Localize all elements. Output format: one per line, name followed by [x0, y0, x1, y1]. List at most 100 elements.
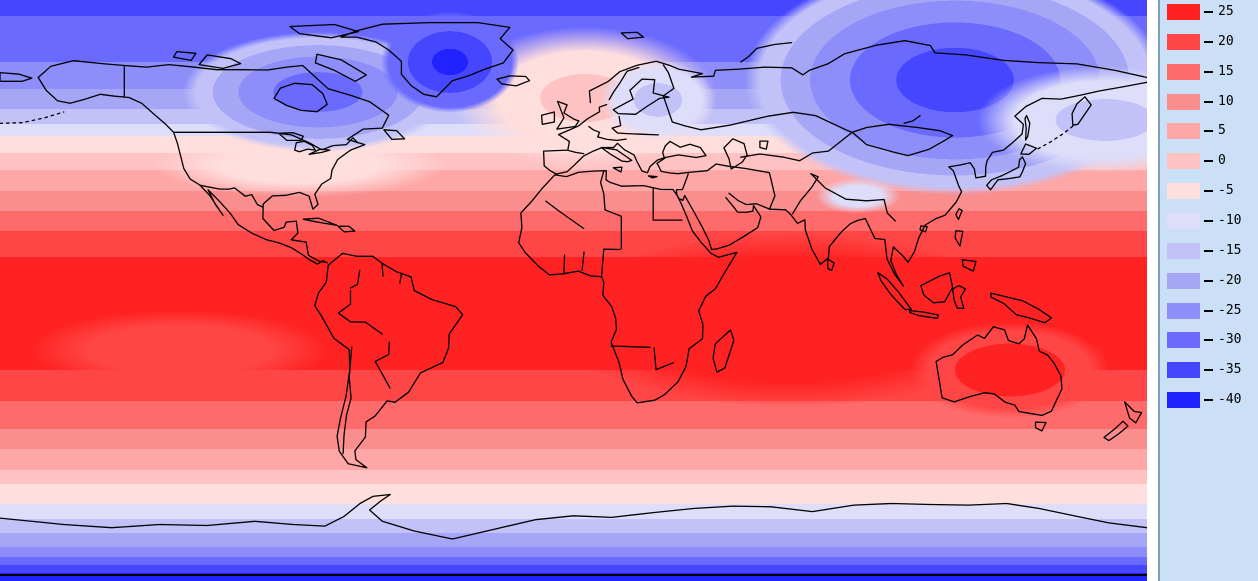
- coastline: [1024, 114, 1031, 141]
- legend-row: -20: [1160, 273, 1258, 289]
- coastline: [383, 129, 406, 141]
- legend-tick: [1204, 369, 1213, 371]
- legend-tick: [1204, 250, 1213, 252]
- coastline: [308, 148, 331, 155]
- border-line: [656, 157, 762, 251]
- coastline: [600, 146, 633, 163]
- border-line: [518, 170, 738, 404]
- border-line: [653, 347, 674, 371]
- border-line: [199, 184, 264, 208]
- border-line: [611, 115, 659, 136]
- coastline: [1020, 143, 1038, 155]
- legend-value-label: 20: [1218, 34, 1234, 49]
- coastline: [662, 140, 707, 159]
- coastline: [496, 75, 531, 87]
- legend-color-swatch: [1167, 273, 1200, 289]
- map-frame-bottom-line: [0, 574, 1147, 576]
- legend-row: -5: [1160, 183, 1258, 199]
- coastline: [314, 53, 368, 82]
- border-line: [199, 184, 224, 216]
- legend-value-label: -10: [1218, 213, 1242, 228]
- coastline: [289, 23, 360, 39]
- coastline: [1034, 421, 1047, 432]
- legend-value-label: -40: [1218, 392, 1242, 407]
- legend-value-label: 25: [1218, 4, 1234, 19]
- border-line: [399, 272, 403, 284]
- border-line: [207, 189, 231, 214]
- coastline: [851, 123, 954, 157]
- legend-color-swatch: [1167, 332, 1200, 348]
- legend-color-swatch: [1167, 213, 1200, 229]
- border-line: [0, 111, 65, 124]
- legend-tick: [1204, 11, 1213, 13]
- border-line: [567, 149, 585, 155]
- coastline: [0, 71, 33, 82]
- coastline: [612, 166, 623, 173]
- border-line: [652, 187, 683, 221]
- border-line: [740, 131, 853, 162]
- coastline: [620, 31, 645, 40]
- legend-tick: [1204, 339, 1213, 341]
- legend-row: 0: [1160, 153, 1258, 169]
- coastline: [314, 252, 464, 469]
- legend-tick: [1204, 71, 1213, 73]
- coastline: [908, 309, 939, 319]
- border-line: [337, 289, 383, 335]
- coastline: [302, 217, 338, 226]
- legend-row: -35: [1160, 362, 1258, 378]
- coastline: [1071, 96, 1092, 126]
- coastline: [612, 78, 670, 115]
- coastline: [198, 54, 242, 70]
- border-line: [229, 212, 328, 265]
- legend-value-label: -25: [1218, 303, 1242, 318]
- legend-color-swatch: [1167, 123, 1200, 139]
- coastline: [278, 132, 304, 142]
- legend-tick: [1204, 310, 1213, 312]
- legend-panel: 25 20 15 10 5 0 -5 -10 -15 -20 -25 -30 -35 -40: [1158, 0, 1258, 581]
- coastline: [827, 258, 835, 272]
- coastline: [955, 208, 963, 221]
- border-line: [1037, 125, 1074, 150]
- coastline: [1103, 420, 1129, 442]
- legend-value-label: -30: [1218, 332, 1242, 347]
- legend-row: 20: [1160, 34, 1258, 50]
- legend-tick: [1204, 130, 1213, 132]
- coastline: [951, 285, 967, 309]
- legend-row: -40: [1160, 392, 1258, 408]
- coastline: [1124, 401, 1143, 424]
- legend-row: -15: [1160, 243, 1258, 259]
- legend-color-swatch: [1167, 153, 1200, 169]
- legend-color-swatch: [1167, 392, 1200, 408]
- coastline: [556, 100, 580, 130]
- legend-value-label: -35: [1218, 362, 1242, 377]
- coastline: [273, 82, 328, 113]
- legend-tick: [1204, 399, 1213, 401]
- border-line: [563, 254, 566, 275]
- border-line: [349, 269, 361, 289]
- coastline: [540, 111, 556, 125]
- border-line: [600, 248, 621, 278]
- coastline: [990, 292, 1053, 324]
- border-line: [545, 200, 585, 230]
- coastline: [172, 50, 197, 62]
- legend-color-swatch: [1167, 94, 1200, 110]
- legend-row: 15: [1160, 64, 1258, 80]
- border-line: [792, 173, 819, 215]
- border-line: [172, 131, 359, 151]
- border-line: [608, 66, 640, 101]
- coastline: [294, 140, 317, 153]
- legend-value-label: -15: [1218, 243, 1242, 258]
- border-line: [610, 345, 651, 348]
- legend-row: 5: [1160, 123, 1258, 139]
- legend-color-swatch: [1167, 34, 1200, 50]
- coastline: [340, 21, 514, 98]
- legend-value-label: -20: [1218, 273, 1242, 288]
- legend-tick: [1204, 101, 1213, 103]
- border-line: [581, 251, 585, 271]
- border-line: [728, 81, 1147, 287]
- coastline: [723, 138, 748, 170]
- coastline: [986, 156, 1027, 191]
- border-line: [555, 142, 666, 175]
- legend-row: -10: [1160, 213, 1258, 229]
